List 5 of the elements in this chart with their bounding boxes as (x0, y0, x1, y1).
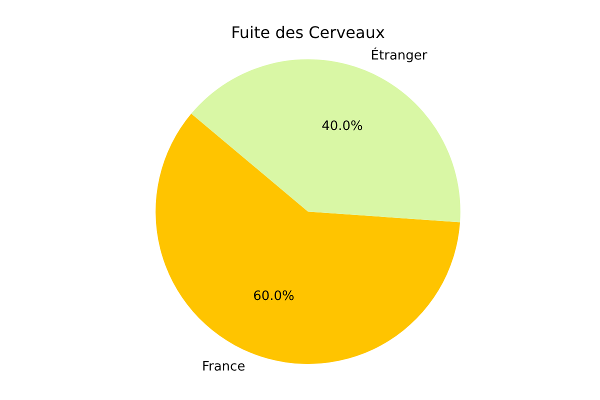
slice-label: Étranger (370, 46, 428, 64)
chart-title: Fuite des Cerveaux (231, 22, 385, 42)
slice-label: France (202, 359, 246, 374)
data-label: 40.0% (322, 119, 363, 134)
data-label: 60.0% (253, 288, 294, 304)
